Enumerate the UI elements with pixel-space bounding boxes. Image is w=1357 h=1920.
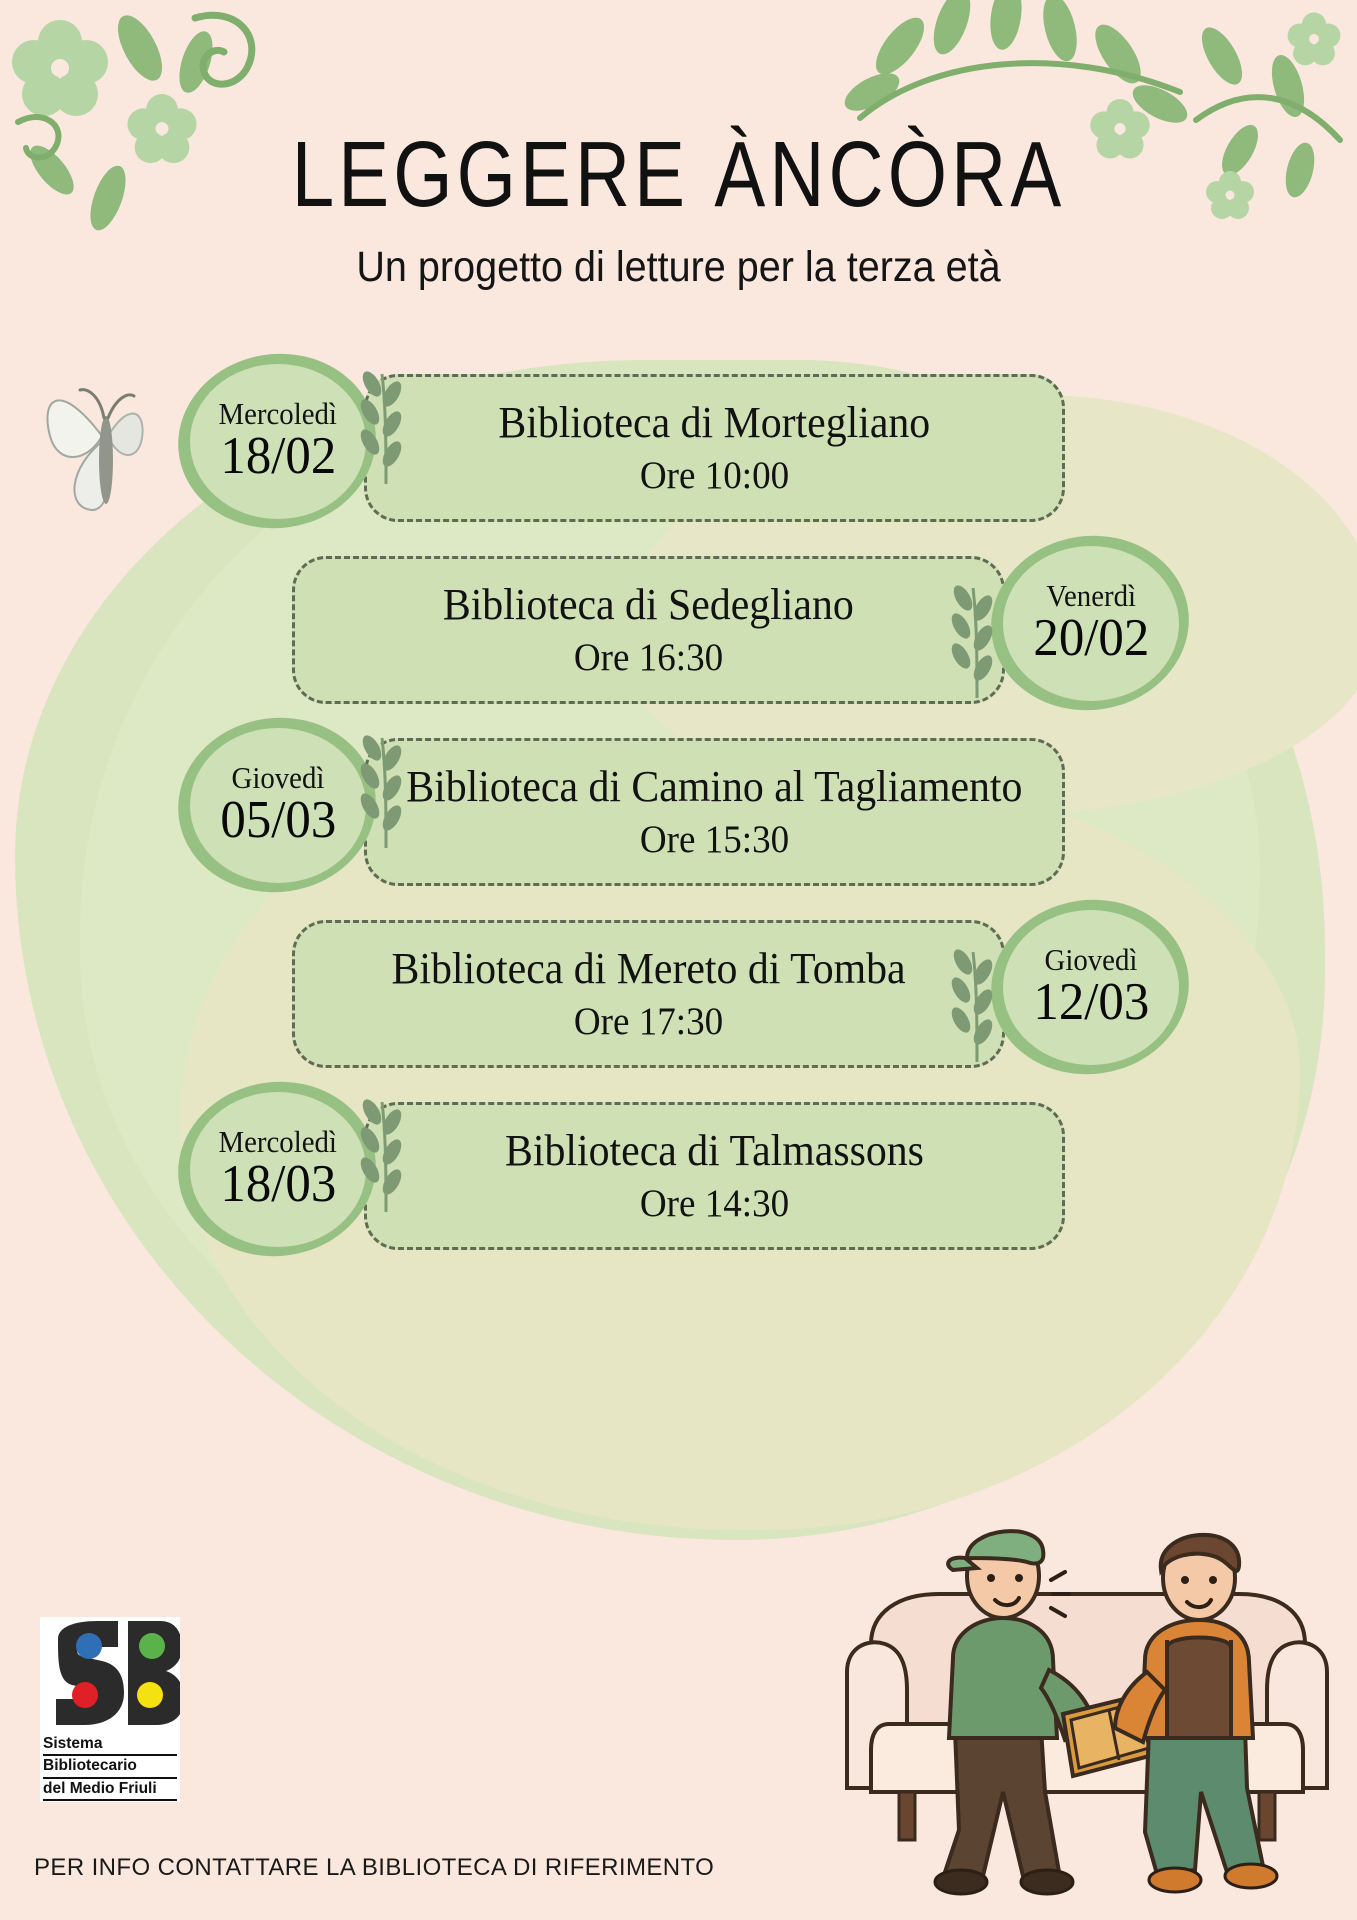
wheat-sprig-icon bbox=[360, 1099, 402, 1213]
event-time: Ore 17:30 bbox=[573, 1000, 724, 1044]
event-list: Mercoledì 18/02 Biblioteca di Morteglian… bbox=[0, 341, 1357, 1269]
event-row: Giovedì 12/03 Biblioteca di Mereto di To… bbox=[0, 887, 1357, 1087]
event-row: Venerdì 20/02 Biblioteca di Sedegliano O… bbox=[0, 523, 1357, 723]
logo-line-2: Bibliotecario bbox=[43, 1756, 177, 1779]
butterfly-icon bbox=[46, 388, 144, 512]
page-subtitle: Un progetto di letture per la terza età bbox=[356, 243, 1001, 291]
wheat-sprig-icon bbox=[951, 949, 993, 1063]
event-place: Biblioteca di Camino al Tagliamento bbox=[406, 761, 1023, 811]
logo-wordmark: Sistema Bibliotecario del Medio Friuli bbox=[40, 1731, 180, 1802]
event-date-badge: Mercoledì 18/03 bbox=[166, 1069, 388, 1269]
event-row: Giovedì 05/03 Biblioteca di Camino al Ta… bbox=[0, 705, 1357, 905]
event-row: Mercoledì 18/03 Biblioteca di Talmassons… bbox=[0, 1069, 1357, 1269]
event-row: Mercoledì 18/02 Biblioteca di Morteglian… bbox=[0, 341, 1357, 541]
badge-circle-inner bbox=[190, 728, 366, 883]
event-day-label: Giovedì bbox=[1044, 941, 1138, 977]
badge-circle-inner bbox=[1003, 910, 1179, 1065]
event-day-label: Venerdì bbox=[1046, 577, 1136, 613]
badge-circle-inner bbox=[190, 364, 366, 519]
event-date-label: 12/03 bbox=[1033, 972, 1149, 1031]
event-card: Biblioteca di Mortegliano Ore 10:00 bbox=[364, 374, 1065, 522]
event-day-label: Mercoledì bbox=[218, 395, 338, 431]
event-day-label: Mercoledì bbox=[218, 1123, 338, 1159]
event-date-label: 18/03 bbox=[220, 1154, 336, 1213]
event-card: Biblioteca di Mereto di Tomba Ore 17:30 bbox=[292, 920, 1005, 1068]
wheat-sprig-icon bbox=[951, 585, 993, 699]
event-date-label: 05/03 bbox=[220, 790, 336, 849]
badge-circle-inner bbox=[190, 1092, 366, 1247]
event-place: Biblioteca di Sedegliano bbox=[443, 579, 854, 629]
event-date-badge: Giovedì 12/03 bbox=[979, 887, 1201, 1087]
event-time: Ore 10:00 bbox=[639, 454, 790, 498]
footer-info-text: PER INFO CONTATTARE LA BIBLIOTECA DI RIF… bbox=[34, 1854, 715, 1881]
poster-header: LEGGERE ÀNCÒRA Un progetto di letture pe… bbox=[0, 0, 1357, 292]
event-card: Biblioteca di Sedegliano Ore 16:30 bbox=[292, 556, 1005, 704]
wheat-sprig-icon bbox=[360, 735, 402, 849]
organization-logo: Sistema Bibliotecario del Medio Friuli bbox=[40, 1616, 180, 1802]
event-place: Biblioteca di Talmassons bbox=[505, 1125, 924, 1175]
event-time: Ore 15:30 bbox=[639, 818, 790, 862]
event-date-badge: Mercoledì 18/02 bbox=[166, 341, 388, 541]
event-date-label: 20/02 bbox=[1033, 608, 1149, 667]
logo-line-1: Sistema bbox=[43, 1734, 177, 1757]
event-place: Biblioteca di Mortegliano bbox=[498, 397, 931, 447]
wheat-sprig-icon bbox=[360, 371, 402, 485]
elderly-couple-reading-illustration bbox=[845, 1529, 1329, 1896]
event-place: Biblioteca di Mereto di Tomba bbox=[391, 943, 906, 993]
event-date-label: 18/02 bbox=[220, 426, 336, 485]
event-day-label: Giovedì bbox=[231, 759, 325, 795]
event-card: Biblioteca di Camino al Tagliamento Ore … bbox=[364, 738, 1065, 886]
badge-circle-inner bbox=[1003, 546, 1179, 701]
sb-monogram-icon bbox=[40, 1616, 180, 1732]
event-time: Ore 16:30 bbox=[573, 636, 724, 680]
event-date-badge: Giovedì 05/03 bbox=[166, 705, 388, 905]
event-date-badge: Venerdì 20/02 bbox=[979, 523, 1201, 723]
logo-line-3: del Medio Friuli bbox=[43, 1779, 177, 1801]
event-time: Ore 14:30 bbox=[639, 1182, 790, 1226]
page-title: LEGGERE ÀNCÒRA bbox=[291, 122, 1066, 226]
event-card: Biblioteca di Talmassons Ore 14:30 bbox=[364, 1102, 1065, 1250]
